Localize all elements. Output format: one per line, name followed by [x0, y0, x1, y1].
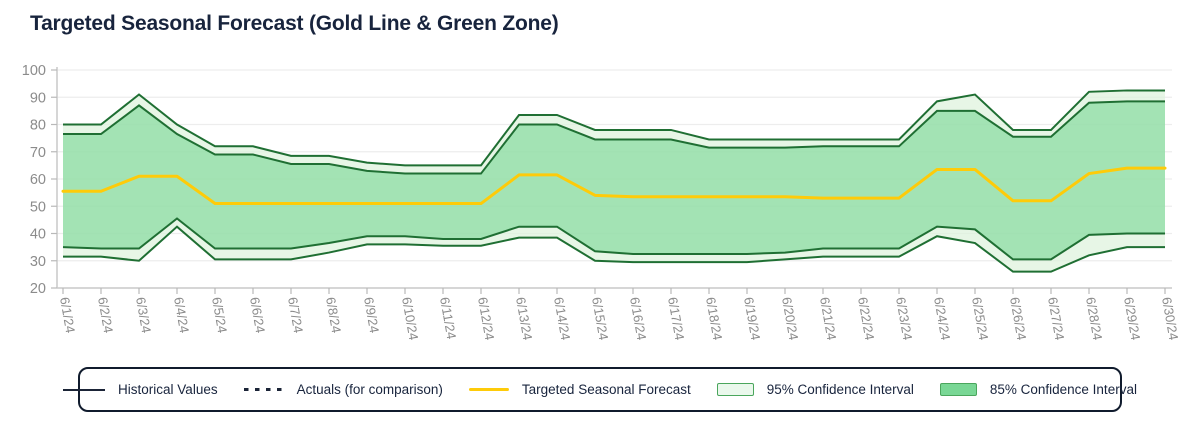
x-tick-label: 6/1/24 — [57, 296, 78, 334]
x-tick-label: 6/9/24 — [361, 296, 382, 334]
legend-item-ci-95: 95% Confidence Interval — [716, 382, 914, 397]
x-tick-label: 6/29/24 — [1121, 296, 1143, 341]
targeted-seasonal-forecast-swatch-icon — [468, 388, 509, 391]
forecast-line — [61, 166, 1167, 206]
x-tick-label: 6/13/24 — [513, 296, 535, 341]
x-tick-label: 6/28/24 — [1083, 296, 1105, 341]
y-tick-label: 50 — [30, 199, 46, 215]
x-tick-label: 6/25/24 — [969, 296, 991, 341]
legend-item-label: Historical Values — [118, 382, 218, 397]
legend-item-historical-values: Historical Values — [63, 382, 218, 397]
chart-title: Targeted Seasonal Forecast (Gold Line & … — [30, 12, 559, 35]
band-edge-line — [62, 217, 1165, 261]
y-tick-label: 70 — [30, 145, 46, 161]
legend-item-actuals: Actuals (for comparison) — [243, 382, 443, 397]
x-tick-label: 6/16/24 — [627, 296, 649, 341]
x-tick-label: 6/5/24 — [209, 296, 230, 334]
x-tick-label: 6/14/24 — [551, 296, 573, 341]
x-tick-label: 6/20/24 — [779, 296, 801, 341]
legend-item-label: Targeted Seasonal Forecast — [521, 382, 691, 397]
confidence-band — [63, 101, 1165, 260]
x-tick-label: 6/4/24 — [171, 296, 192, 334]
legend-item-ci-85: 85% Confidence Interval — [939, 382, 1137, 397]
y-tick-label: 60 — [30, 172, 46, 188]
x-tick-label: 6/21/24 — [817, 296, 839, 341]
y-tick-label: 30 — [30, 254, 46, 270]
x-tick-label: 6/26/24 — [1007, 296, 1029, 341]
x-tick-label: 6/7/24 — [285, 296, 306, 334]
band-edge-line — [63, 89, 1165, 167]
legend-item-label: Actuals (for comparison) — [296, 382, 443, 397]
legend-item-targeted-seasonal-forecast: Targeted Seasonal Forecast — [468, 382, 691, 397]
x-tick-label: 6/8/24 — [323, 296, 344, 334]
y-tick-label: 20 — [30, 281, 46, 297]
band-edge-line — [63, 100, 1165, 175]
x-tick-label: 6/10/24 — [399, 296, 421, 341]
x-tick-label: 6/27/24 — [1045, 296, 1067, 341]
historical-values-swatch-icon — [63, 388, 106, 391]
y-tick-label: 100 — [22, 63, 46, 79]
x-tick-label: 6/17/24 — [665, 296, 687, 341]
y-tick-label: 40 — [30, 227, 46, 243]
actuals-swatch-icon — [243, 388, 284, 391]
ci-85-swatch-icon — [939, 383, 977, 396]
chart-legend: Historical Values Actuals (for comparison… — [63, 367, 1137, 412]
y-tick-label: 80 — [30, 118, 46, 134]
legend-item-label: 85% Confidence Interval — [989, 382, 1137, 397]
x-tick-label: 6/6/24 — [247, 296, 268, 334]
x-tick-label: 6/24/24 — [931, 296, 953, 341]
x-tick-label: 6/19/24 — [741, 296, 763, 341]
x-tick-label: 6/15/24 — [589, 296, 611, 341]
ci-95-swatch-icon — [716, 383, 754, 396]
band-edge-line — [63, 225, 1165, 273]
x-tick-label: 6/2/24 — [95, 296, 116, 334]
x-tick-label: 6/30/24 — [1159, 296, 1181, 341]
forecast-chart: 100 90 80 70 60 50 40 30 20 6/1/24 6/2/24 6/3/24 6/4… — [22, 63, 1182, 341]
x-tick-label: 6/11/24 — [437, 296, 459, 340]
x-tick-label: 6/18/24 — [703, 296, 725, 341]
legend-item-label: 95% Confidence Interval — [766, 382, 914, 397]
x-tick-label: 6/22/24 — [855, 296, 877, 341]
x-tick-label: 6/23/24 — [893, 296, 915, 341]
y-tick-label: 90 — [30, 90, 46, 106]
x-tick-label: 6/12/24 — [475, 296, 497, 341]
x-tick-label: 6/3/24 — [133, 296, 154, 334]
